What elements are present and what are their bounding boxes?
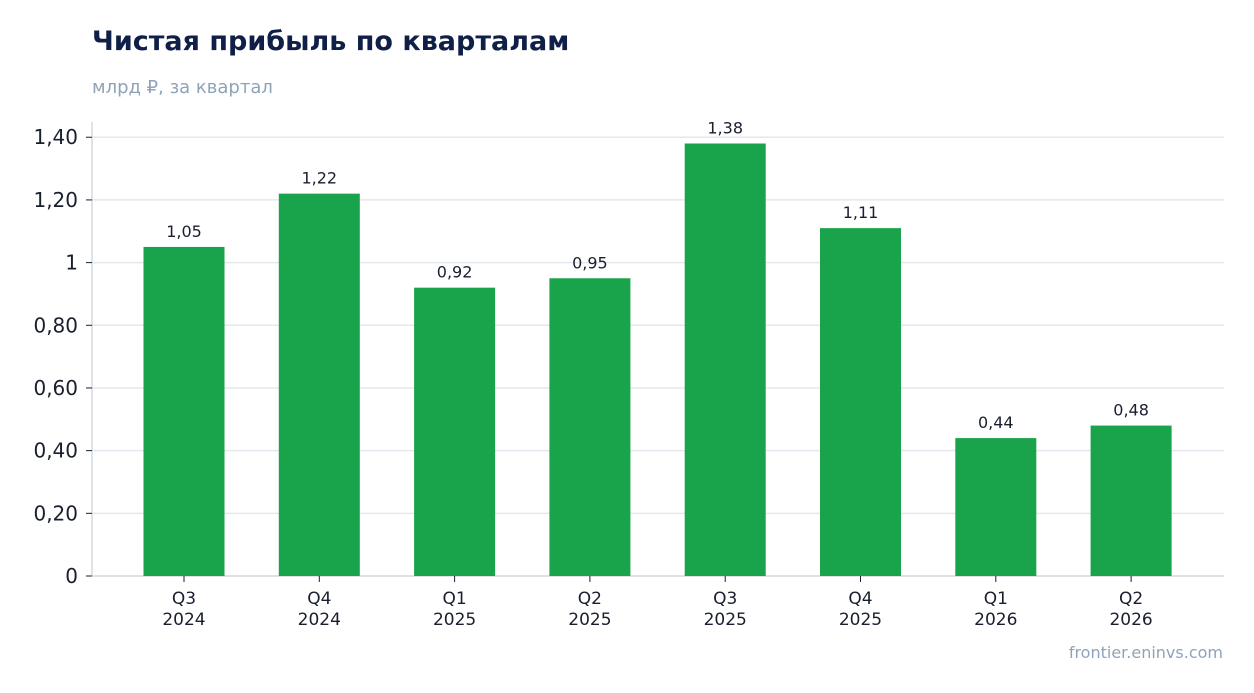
y-tick-label: 0 xyxy=(65,564,78,588)
x-tick-label-quarter: Q3 xyxy=(713,589,737,609)
x-tick-label-year: 2024 xyxy=(298,610,341,630)
bar xyxy=(414,287,496,576)
bar-value-label: 0,44 xyxy=(978,413,1014,432)
chart-title: Чистая прибыль по кварталам xyxy=(92,26,570,57)
chart-subtitle: млрд ₽, за квартал xyxy=(92,77,273,98)
x-tick-label-quarter: Q2 xyxy=(578,589,602,609)
x-tick-label-year: 2025 xyxy=(704,610,747,630)
x-tick-label-year: 2026 xyxy=(1109,610,1152,630)
bar-value-label: 0,48 xyxy=(1113,401,1149,420)
x-tick-label-quarter: Q4 xyxy=(848,589,872,609)
x-tick-label-quarter: Q2 xyxy=(1119,589,1143,609)
source-link[interactable]: frontier.eninvs.com xyxy=(1068,643,1223,662)
y-tick-label: 1 xyxy=(65,251,78,275)
x-tick-label-year: 2026 xyxy=(974,610,1017,630)
bar-value-label: 0,92 xyxy=(437,263,473,282)
bar xyxy=(143,246,225,576)
y-tick-label: 1,40 xyxy=(33,125,78,149)
x-tick-label-year: 2025 xyxy=(568,610,611,630)
bar xyxy=(955,438,1037,576)
y-tick-label: 0,80 xyxy=(33,313,78,337)
x-tick-label-year: 2025 xyxy=(433,610,476,630)
x-tick-label-quarter: Q1 xyxy=(442,589,466,609)
bar xyxy=(1090,425,1172,576)
bar xyxy=(684,143,766,576)
x-tick-label-year: 2024 xyxy=(162,610,205,630)
bar-value-label: 1,38 xyxy=(707,119,743,138)
bar xyxy=(278,193,360,577)
x-tick-label-year: 2025 xyxy=(839,610,882,630)
y-tick-label: 1,20 xyxy=(33,188,78,212)
bar-value-label: 1,05 xyxy=(166,222,202,241)
y-tick-label: 0,60 xyxy=(33,376,78,400)
x-tick-label-quarter: Q1 xyxy=(984,589,1008,609)
bar xyxy=(549,278,631,576)
y-tick-label: 0,40 xyxy=(33,439,78,463)
x-tick-label-quarter: Q4 xyxy=(307,589,331,609)
bar xyxy=(820,228,901,576)
x-tick-label-quarter: Q3 xyxy=(172,589,196,609)
y-tick-label: 0,20 xyxy=(33,501,78,525)
bar-value-label: 1,11 xyxy=(843,203,879,222)
bar-value-label: 1,22 xyxy=(301,169,337,188)
bar-value-label: 0,95 xyxy=(572,253,608,272)
